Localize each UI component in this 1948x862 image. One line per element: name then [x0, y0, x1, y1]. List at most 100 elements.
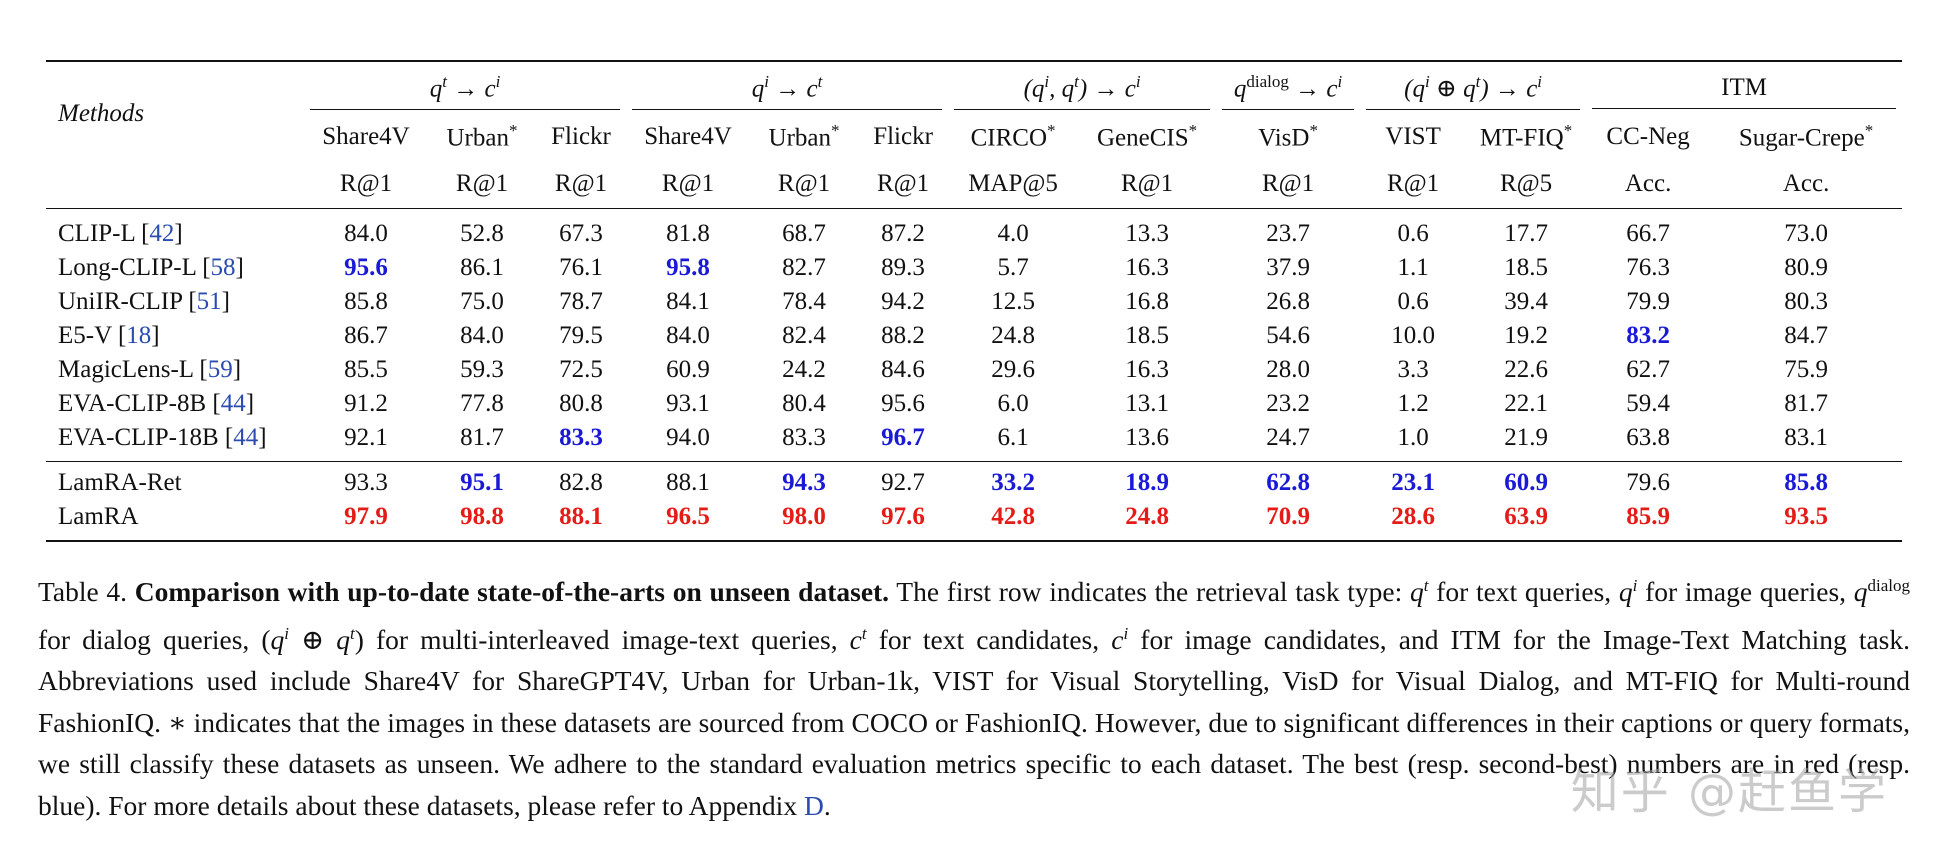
method-name: E5-V [18] [58, 322, 160, 349]
score-cell: 91.2 [344, 390, 388, 417]
score-cell: 96.7 [881, 424, 925, 451]
dataset-header: CIRCO* [970, 121, 1056, 152]
score-cell: 5.7 [997, 254, 1029, 281]
score-cell: 78.4 [782, 288, 826, 315]
ours-rows: LamRA-Ret 93.3 95.1 82.8 88.1 94.3 92.7 33.2 18.… [46, 461, 1903, 542]
method-name: EVA-CLIP-18B [44] [58, 424, 267, 451]
dataset-header: Urban* [446, 121, 518, 152]
dataset-header: Flickr [873, 123, 933, 150]
table-row: UniIR-CLIP [51] 85.8 75.0 78.7 84.1 78.4 94.2 1… [46, 285, 1902, 319]
score-cell: 84.0 [460, 322, 504, 349]
citation-link[interactable]: 44 [220, 390, 246, 417]
method-name: Long-CLIP-L [58] [58, 254, 244, 281]
appendix-link[interactable]: D [803, 789, 824, 821]
score-cell: 60.9 [1466, 461, 1587, 500]
score-cell: 80.8 [559, 390, 603, 417]
score-cell: 13.3 [1125, 220, 1169, 247]
caption-bold-title: Comparison with up-to-date state-of-the-… [134, 576, 890, 608]
citation-link[interactable]: 42 [149, 220, 175, 247]
score-cell: 60.9 [666, 356, 710, 383]
group-header-composed: (qi, qt) → ci [948, 61, 1216, 114]
score-cell: 1.1 [1397, 254, 1429, 281]
metric-header: MAP@5 [968, 170, 1058, 197]
score-cell: 76.1 [559, 254, 603, 281]
metric-header: R@1 [1120, 170, 1174, 197]
dataset-header: Share4V [644, 123, 732, 150]
score-cell: 92.1 [344, 424, 388, 451]
score-cell: 24.7 [1266, 424, 1310, 451]
citation-link[interactable]: 18 [126, 322, 152, 349]
score-cell: 94.2 [881, 288, 925, 315]
score-cell: 54.6 [1266, 322, 1310, 349]
score-cell: 24.8 [991, 322, 1035, 349]
group-header-row: Methods qt → ci qi → ct (qi, qt) → ci qd… [46, 61, 1903, 127]
score-cell: 88.1 [536, 500, 627, 542]
metric-header-blank [46, 160, 304, 209]
score-cell: 1.2 [1397, 390, 1429, 417]
score-cell: 12.5 [991, 288, 1035, 315]
score-cell: 23.7 [1266, 220, 1310, 247]
metric-header: R@1 [339, 170, 393, 197]
score-cell: 85.9 [1586, 500, 1711, 542]
score-cell: 24.8 [1078, 500, 1217, 542]
results-table-wrapper: Methods qt → ci qi → ct (qi, qt) → ci qd… [46, 60, 1903, 542]
citation-link[interactable]: 51 [196, 288, 222, 315]
table-caption: Table 4. Comparison with up-to-date stat… [38, 565, 1910, 826]
dataset-header: VisD* [1258, 121, 1318, 152]
metric-header: R@1 [1261, 170, 1315, 197]
method-name: EVA-CLIP-8B [44] [58, 390, 255, 417]
score-cell: 6.0 [997, 390, 1029, 417]
watermark: 知乎 @赶鱼学 [1570, 764, 1888, 820]
metric-header: R@1 [661, 170, 715, 197]
table-row: CLIP-L [42] 84.0 52.8 67.3 81.8 68.7 87.2 4.0 13… [46, 209, 1902, 252]
score-cell: 85.8 [1710, 461, 1903, 500]
dataset-header: MT-FIQ* [1479, 121, 1573, 152]
dataset-header: VIST [1385, 123, 1441, 150]
citation-link[interactable]: 44 [233, 424, 259, 451]
method-name: MagicLens-L [59] [58, 356, 242, 383]
group-header-text-to-image: qt → ci [304, 61, 626, 114]
score-cell: 77.8 [460, 390, 504, 417]
group-header-itm: ITM [1586, 61, 1902, 114]
score-cell: 26.8 [1266, 288, 1310, 315]
score-cell: 28.0 [1266, 356, 1310, 383]
score-cell: 83.1 [1784, 424, 1828, 451]
citation-link[interactable]: 58 [210, 254, 236, 281]
score-cell: 84.6 [881, 356, 925, 383]
score-cell: 86.1 [460, 254, 504, 281]
score-cell: 67.3 [559, 220, 603, 247]
score-cell: 62.7 [1626, 356, 1670, 383]
method-name: CLIP-L [42] [58, 220, 183, 247]
score-cell: 92.7 [858, 461, 949, 500]
score-cell: 0.6 [1397, 288, 1429, 315]
score-cell: 84.7 [1784, 322, 1828, 349]
group-header-interleaved: (qi ⊕ qt) → ci [1360, 61, 1586, 114]
metric-header: R@1 [1386, 170, 1440, 197]
score-cell: 96.5 [626, 500, 751, 542]
dataset-header: CC-Neg [1606, 123, 1690, 150]
group-header-image-to-text: qi → ct [626, 61, 948, 114]
method-name: UniIR-CLIP [51] [58, 288, 230, 315]
score-cell: 88.1 [626, 461, 751, 500]
score-cell: 22.6 [1504, 356, 1548, 383]
score-cell: 81.7 [1784, 390, 1828, 417]
score-cell: 17.7 [1504, 220, 1548, 247]
score-cell: 79.6 [1586, 461, 1711, 500]
group-header-dialog: qdialog → ci [1216, 61, 1360, 114]
score-cell: 13.6 [1125, 424, 1169, 451]
score-cell: 4.0 [997, 220, 1029, 247]
score-cell: 80.3 [1784, 288, 1828, 315]
score-cell: 23.2 [1266, 390, 1310, 417]
score-cell: 13.1 [1125, 390, 1169, 417]
metric-header-row: R@1 R@1 R@1 R@1 R@1 R@1 MAP@5 R@1 R@1 R@1 R@5 Acc. A… [46, 160, 1903, 209]
score-cell: 79.5 [559, 322, 603, 349]
results-table: Methods qt → ci qi → ct (qi, qt) → ci qd… [46, 60, 1903, 542]
citation-link[interactable]: 59 [207, 356, 233, 383]
caption-end: . [823, 789, 831, 821]
table-row: LamRA 97.9 98.8 88.1 96.5 98.0 97.6 42.8 24.8 70.… [46, 500, 1903, 542]
metric-header: R@1 [777, 170, 831, 197]
score-cell: 18.9 [1078, 461, 1217, 500]
table-row: E5-V [18] 86.7 84.0 79.5 84.0 82.4 88.2 24.8 18.… [46, 319, 1902, 353]
score-cell: 72.5 [559, 356, 603, 383]
score-cell: 70.9 [1216, 500, 1361, 542]
